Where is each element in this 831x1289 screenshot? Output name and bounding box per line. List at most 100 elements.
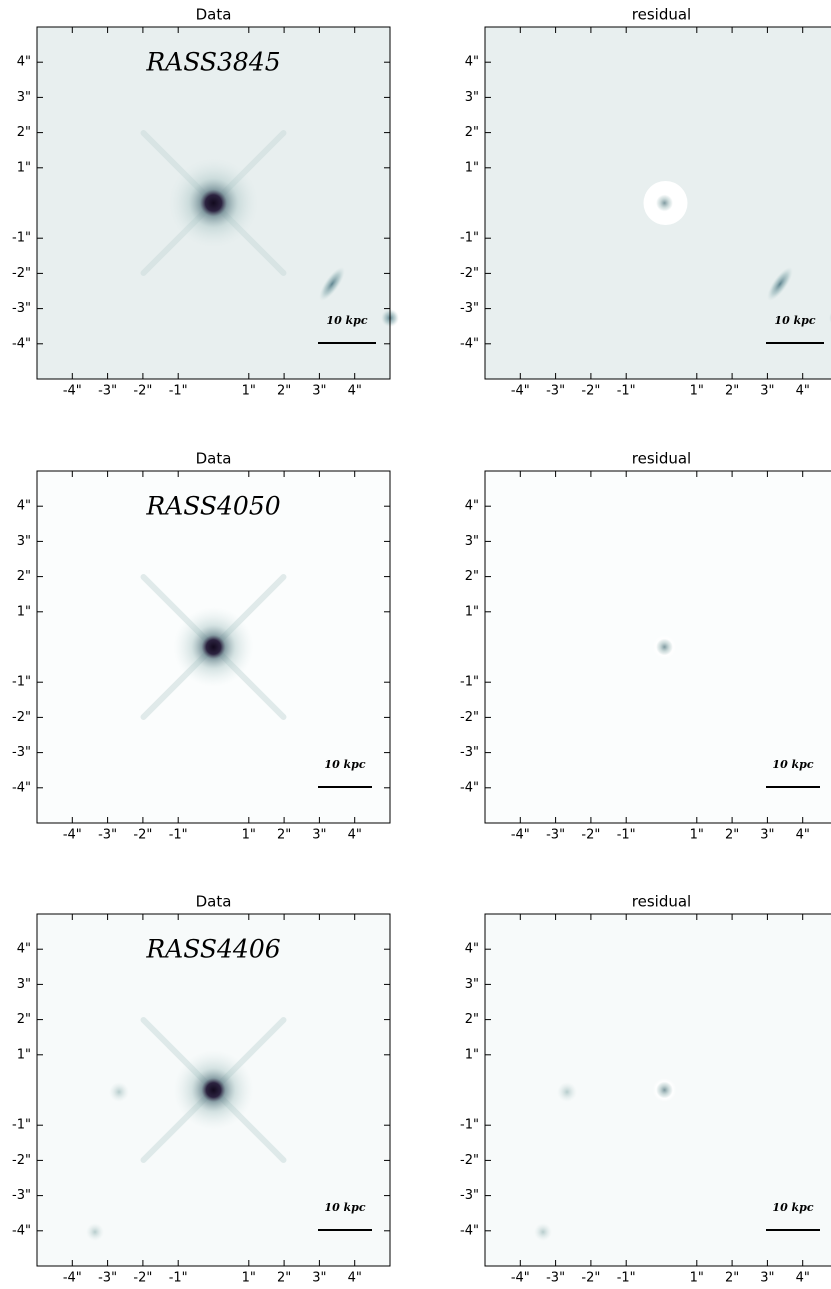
- y-tick-label: 3": [465, 534, 479, 549]
- y-tick-label: -1": [460, 1118, 479, 1133]
- scale-label: 10 kpc: [772, 758, 813, 771]
- y-tick-label: 3": [465, 90, 479, 105]
- frame: [36, 913, 391, 1267]
- y-tick-label: 2": [17, 125, 31, 140]
- y-tick-label: -4": [460, 780, 479, 795]
- quasar-core: [173, 607, 254, 687]
- x-tick-label: 3": [312, 828, 326, 843]
- y-tick-label: -1": [460, 231, 479, 246]
- y-tick-label: 3": [465, 977, 479, 992]
- y-tick-label: -3": [460, 1188, 479, 1203]
- y-tick-label: -1": [12, 231, 31, 246]
- y-tick-label: 4": [465, 942, 479, 957]
- x-tick-label: 1": [242, 1271, 256, 1286]
- x-tick-label: 1": [690, 384, 704, 399]
- x-tick-label: 4": [796, 384, 810, 399]
- x-tick-label: 2": [277, 384, 291, 399]
- x-tick-label: 4": [348, 828, 362, 843]
- panel: Data -4" -3" -2" -1" 1" 2" 3" 4" -4" -3" -2" -1" 1" 2"…: [12, 450, 391, 843]
- y-tick-label: 2": [465, 125, 479, 140]
- panel-title: residual: [632, 893, 691, 911]
- x-tick-label: 3": [760, 1271, 774, 1286]
- x-tick-label: 4": [348, 384, 362, 399]
- x-tick-label: 1": [690, 828, 704, 843]
- x-tick-label: 3": [312, 1271, 326, 1286]
- y-tick-label: -4": [12, 780, 31, 795]
- galaxy: [319, 267, 345, 301]
- panel: Data -4" -3" -2" -1" 1" 2" 3" 4" -4" -3" -2" -1" 1" 2"…: [12, 6, 399, 399]
- panel: residual -4" -3" -2" -1" 1" 2" 3" 4" -4" -3" -2" -1"…: [460, 893, 831, 1286]
- x-tick-label: -1": [617, 384, 636, 399]
- faint-source: [86, 1223, 104, 1241]
- x-tick-label: 4": [796, 1271, 810, 1286]
- x-tick-label: 1": [242, 828, 256, 843]
- scale-label: 10 kpc: [772, 1201, 813, 1214]
- x-tick-label: -4": [63, 828, 82, 843]
- y-tick-label: 4": [465, 499, 479, 514]
- x-tick-label: 4": [348, 1271, 362, 1286]
- y-tick-label: 2": [465, 1012, 479, 1027]
- x-tick-label: -1": [169, 1271, 188, 1286]
- x-tick-label: 3": [760, 828, 774, 843]
- x-tick-label: -3": [98, 384, 117, 399]
- x-tick-label: -3": [546, 828, 565, 843]
- panel: residual -4" -3" -2" -1" 1" 2" 3" 4" -4" -3" -2" -1"…: [460, 6, 831, 399]
- x-tick-label: -2": [133, 384, 152, 399]
- y-tick-label: -4": [12, 1223, 31, 1238]
- object-name: RASS4406: [145, 935, 280, 964]
- x-tick-label: 3": [760, 384, 774, 399]
- x-tick-label: 2": [725, 1271, 739, 1286]
- x-tick-label: -4": [63, 384, 82, 399]
- x-tick-label: -2": [581, 384, 600, 399]
- y-tick-label: -4": [460, 336, 479, 351]
- y-tick-label: -3": [12, 1188, 31, 1203]
- x-tick-label: 2": [725, 828, 739, 843]
- y-tick-label: 1": [17, 160, 31, 175]
- scale-label: 10 kpc: [326, 314, 367, 327]
- x-tick-label: -4": [511, 384, 530, 399]
- y-tick-label: -2": [12, 1153, 31, 1168]
- x-tick-label: -4": [511, 1271, 530, 1286]
- x-tick-label: -2": [133, 828, 152, 843]
- quasar-core: [168, 158, 259, 248]
- panel-title: Data: [196, 450, 232, 468]
- x-tick-label: -1": [617, 1271, 636, 1286]
- x-tick-label: -3": [546, 384, 565, 399]
- x-tick-label: -3": [98, 828, 117, 843]
- frame: [484, 470, 831, 824]
- y-tick-label: -3": [460, 301, 479, 316]
- y-tick-label: -4": [460, 1223, 479, 1238]
- frame: [36, 470, 391, 824]
- frame: [484, 26, 831, 380]
- frame: [484, 913, 831, 1267]
- y-tick-label: 4": [17, 55, 31, 70]
- x-tick-label: -1": [617, 828, 636, 843]
- y-tick-label: 3": [17, 534, 31, 549]
- panel: residual -4" -3" -2" -1" 1" 2" 3" 4" -4" -3" -2" -1"…: [460, 450, 831, 843]
- y-tick-label: 3": [17, 90, 31, 105]
- x-tick-label: -4": [511, 828, 530, 843]
- panel-title: Data: [196, 6, 232, 24]
- faint-source: [109, 1082, 129, 1102]
- x-tick-label: -4": [63, 1271, 82, 1286]
- y-tick-label: -3": [12, 745, 31, 760]
- scale-label: 10 kpc: [324, 758, 365, 771]
- frame: [36, 26, 391, 380]
- x-tick-label: 2": [277, 1271, 291, 1286]
- panel-title: Data: [196, 893, 232, 911]
- y-tick-label: -1": [460, 675, 479, 690]
- x-tick-label: 2": [725, 384, 739, 399]
- object-name: RASS4050: [145, 492, 280, 521]
- x-tick-label: -1": [169, 384, 188, 399]
- x-tick-label: -3": [98, 1271, 117, 1286]
- y-tick-label: 1": [465, 1047, 479, 1062]
- y-tick-label: 2": [465, 569, 479, 584]
- y-tick-label: 3": [17, 977, 31, 992]
- faint-source: [557, 1082, 577, 1102]
- y-tick-label: 1": [465, 160, 479, 175]
- residual-core: [652, 635, 677, 659]
- x-tick-label: -3": [546, 1271, 565, 1286]
- x-tick-label: -2": [581, 1271, 600, 1286]
- x-tick-label: -2": [133, 1271, 152, 1286]
